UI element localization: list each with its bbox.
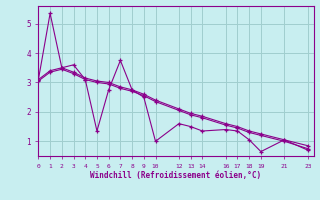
X-axis label: Windchill (Refroidissement éolien,°C): Windchill (Refroidissement éolien,°C) — [91, 171, 261, 180]
